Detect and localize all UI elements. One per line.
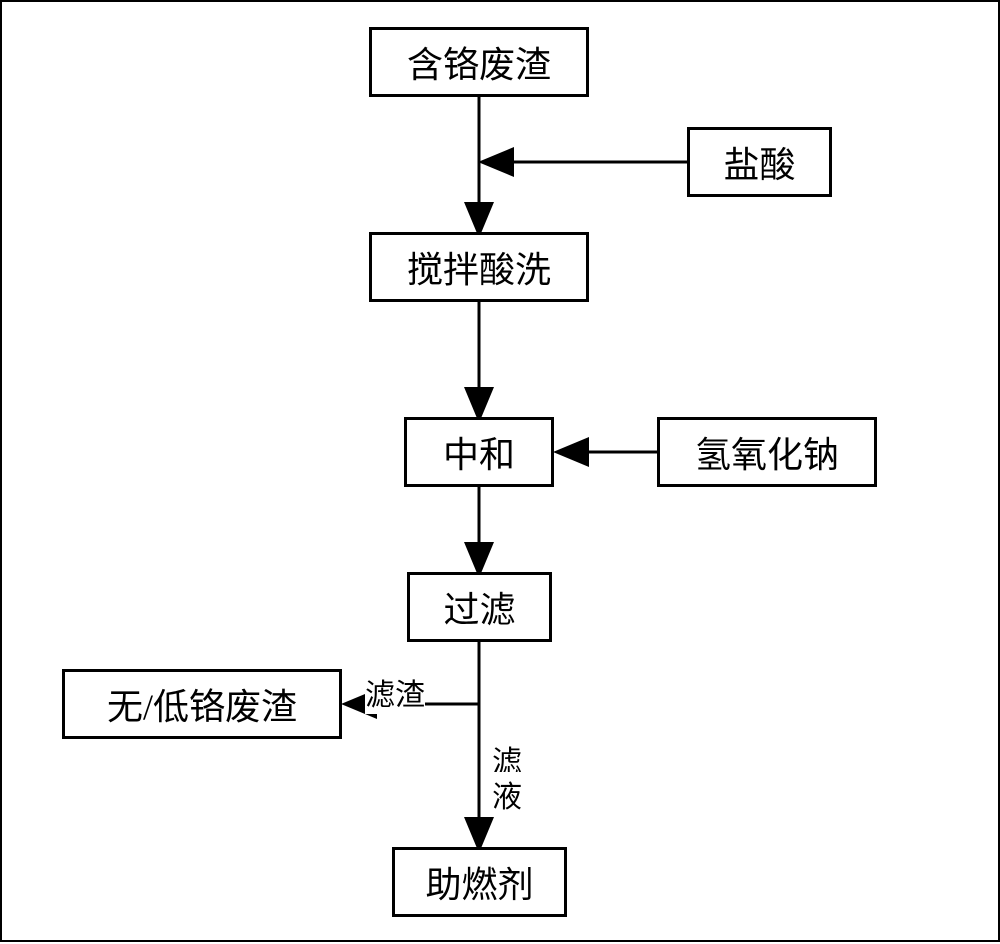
node-label: 无/低铬废渣 bbox=[107, 678, 297, 730]
node-label: 助燃剂 bbox=[425, 856, 533, 908]
node-sodium-hydroxide: 氢氧化钠 bbox=[657, 417, 877, 487]
node-label: 含铬废渣 bbox=[407, 36, 551, 88]
edge-label-filtrate-2: 液 bbox=[492, 772, 522, 816]
node-chromium-waste: 含铬废渣 bbox=[369, 27, 589, 97]
node-low-chromium-waste: 无/低铬废渣 bbox=[62, 669, 342, 739]
node-neutralize: 中和 bbox=[404, 417, 554, 487]
node-label: 过滤 bbox=[443, 581, 515, 633]
node-filter: 过滤 bbox=[407, 572, 552, 642]
node-label: 搅拌酸洗 bbox=[407, 241, 551, 293]
edge-label-residue: 滤渣 bbox=[365, 670, 425, 714]
node-label: 中和 bbox=[443, 426, 515, 478]
node-label: 氢氧化钠 bbox=[695, 426, 839, 478]
node-label: 盐酸 bbox=[723, 136, 795, 188]
node-hydrochloric-acid: 盐酸 bbox=[687, 127, 832, 197]
diagram-canvas: 含铬废渣 盐酸 搅拌酸洗 中和 氢氧化钠 过滤 无/低铬废渣 助燃剂 滤渣 滤 … bbox=[0, 0, 1000, 942]
node-combustion-aid: 助燃剂 bbox=[392, 847, 567, 917]
node-stir-acid-wash: 搅拌酸洗 bbox=[369, 232, 589, 302]
